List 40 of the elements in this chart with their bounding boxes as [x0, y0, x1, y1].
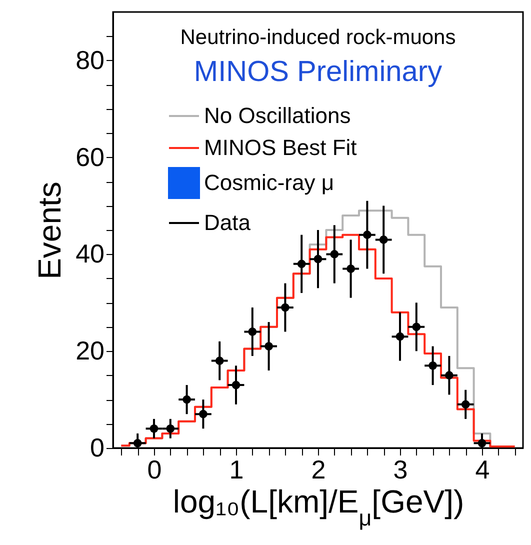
point: [150, 424, 158, 433]
text: MINOS Preliminary: [194, 56, 443, 88]
point: [248, 328, 257, 336]
point: [281, 303, 290, 312]
legend-label: Cosmic-ray μ: [204, 170, 334, 195]
point: [396, 332, 404, 341]
point: [215, 356, 224, 365]
point: [314, 254, 322, 264]
legend-label: MINOS Best Fit: [204, 135, 357, 160]
x-tick-label: 0: [147, 454, 162, 484]
y-tick-label: 80: [76, 44, 104, 75]
point: [297, 260, 306, 268]
x-axis-title: log₁₀(L[km]/E$_{μ}$[GeV]): [172, 484, 464, 530]
y-axis-title: Events: [32, 182, 68, 280]
y-tick-label: 0: [90, 432, 104, 462]
point: [445, 371, 454, 380]
point: [379, 236, 388, 244]
x-tick-label: 4: [475, 454, 490, 484]
x-tick-label: 1: [229, 454, 244, 484]
point: [133, 438, 142, 448]
point: [346, 264, 355, 273]
point: [478, 438, 486, 448]
point: [412, 322, 421, 332]
text: Neutrino-induced rock-muons: [180, 26, 456, 49]
point: [428, 361, 437, 370]
legend-label: No Oscillations: [204, 103, 351, 128]
point: [264, 342, 273, 350]
point: [166, 424, 175, 433]
x-tick-label: 2: [311, 454, 326, 484]
y-tick-label: 60: [76, 142, 104, 172]
point: [461, 400, 470, 409]
legend-label: Data: [204, 210, 252, 235]
point: [199, 410, 208, 418]
y-tick-label: 20: [76, 336, 104, 366]
point: [182, 395, 191, 404]
y-tick-label: 40: [76, 238, 104, 269]
point: [232, 380, 240, 390]
point: [363, 230, 372, 240]
point: [330, 250, 339, 258]
x-tick-label: 3: [393, 454, 408, 484]
